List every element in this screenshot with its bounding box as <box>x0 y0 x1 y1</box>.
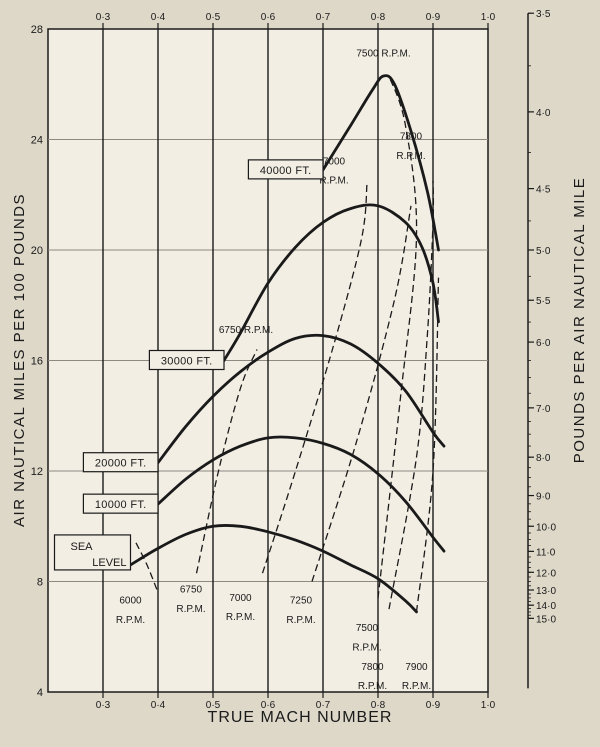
right-axis-tick-label: 11·0 <box>536 547 556 558</box>
rpm-line <box>195 349 258 574</box>
rpm-annotation: R.P.M. <box>402 681 431 692</box>
rpm-annotation: R.P.M. <box>358 681 387 692</box>
x-tick-label-bottom: 0·4 <box>151 700 166 711</box>
rpm-line <box>388 180 435 610</box>
right-axis-tick-label: 9·0 <box>536 492 551 503</box>
rpm-annotation: R.P.M. <box>226 612 255 623</box>
rpm-line <box>377 75 418 599</box>
y-tick-label: 20 <box>31 245 43 257</box>
right-axis-label: POUNDS PER AIR NAUTICAL MILE <box>571 177 588 464</box>
rpm-annotation: 7500 R.P.M. <box>356 49 410 60</box>
altitude-label-box <box>247 159 324 180</box>
right-axis-tick-label: 7·0 <box>536 404 551 415</box>
altitude-curve <box>156 435 446 553</box>
x-axis-label: TRUE MACH NUMBER <box>208 709 393 726</box>
rpm-annotation: R.P.M. <box>319 176 348 187</box>
y-tick-label: 16 <box>31 356 43 368</box>
rpm-annotation: R.P.M. <box>396 151 425 162</box>
altitude-label: LEVEL <box>92 557 126 569</box>
right-axis-tick-label: 5·5 <box>536 296 551 307</box>
right-axis-tick-label: 8·0 <box>536 453 551 464</box>
x-tick-label-bottom: 0·5 <box>206 700 221 711</box>
altitude-label-box <box>82 493 159 514</box>
y-axis-label: AIR NAUTICAL MILES PER 100 POUNDS <box>11 193 28 527</box>
right-axis-tick-label: 6·0 <box>536 338 551 349</box>
y-tick-label: 28 <box>31 24 43 36</box>
right-axis-tick-label: 15·0 <box>536 614 556 625</box>
altitude-curve <box>321 74 440 252</box>
y-tick-label: 4 <box>37 687 43 699</box>
altitude-curves-group <box>129 74 446 614</box>
rpm-annotation: 6750 R.P.M. <box>219 325 273 336</box>
rpm-line <box>135 542 159 593</box>
altitude-label: 30000 FT. <box>161 356 213 368</box>
altitude-label-box <box>148 349 225 371</box>
x-tick-label-top: 0·4 <box>151 12 166 23</box>
altitude-label-group: 40000 FT. 30000 FT. 20000 FT. 10000 FT. SEA L… <box>53 159 324 571</box>
right-axis-tick-label: 14·0 <box>536 601 556 612</box>
right-axis-tick-label: 10·0 <box>536 522 556 533</box>
altitude-label: SEA <box>71 541 94 553</box>
rpm-line <box>261 183 368 574</box>
rpm-annotation: 7900 <box>405 662 428 673</box>
y-tick-group: 4 8 12 16 20 24 28 <box>31 24 43 699</box>
x-tick-group: 0·3 0·3 0·4 0·4 0·5 0·5 0·6 0·6 0·7 0·7 0·8 0·8 0·9 0… <box>96 12 496 711</box>
x-tick-label-top: 1·0 <box>481 12 496 23</box>
rpm-annotation: R.P.M. <box>176 604 205 615</box>
x-tick-label-top: 0·9 <box>426 12 441 23</box>
altitude-label: 10000 FT. <box>95 499 147 511</box>
x-tick-label-bottom: 0·8 <box>371 700 386 711</box>
rpm-line <box>311 205 412 582</box>
y-tick-label: 12 <box>31 466 43 478</box>
annotation-group: 7500 R.P.M. 7800 R.P.M. 7000 R.P.M. 6750 R.P.… <box>116 49 431 693</box>
altitude-label: 20000 FT. <box>95 458 147 470</box>
x-tick-label-top: 0·6 <box>261 12 276 23</box>
right-axis-tick-label: 4·0 <box>536 108 551 119</box>
rpm-annotation: 6000 <box>119 596 142 607</box>
x-tick-label-bottom: 0·9 <box>426 700 441 711</box>
right-axis-group: 3·5 4·0 4·5 5·0 5·5 6·0 7·0 8·0 9·0 10·0 11·0 12·0 1… <box>527 9 556 689</box>
x-tick-label-bottom: 0·6 <box>261 700 276 711</box>
rpm-annotation: R.P.M. <box>352 643 381 654</box>
rpm-annotation: 7000 <box>229 593 252 604</box>
altitude-curve <box>222 203 440 362</box>
rpm-annotation: 7250 <box>290 596 313 607</box>
x-tick-label-top: 0·3 <box>96 12 111 23</box>
altitude-curve <box>156 333 446 465</box>
rpm-annotation: R.P.M. <box>116 615 145 626</box>
altitude-label: 40000 FT. <box>260 165 312 177</box>
rpm-annotation: 7800 <box>361 662 384 673</box>
right-axis-tick-label: 12·0 <box>536 568 556 579</box>
y-tick-label: 24 <box>31 135 43 147</box>
rpm-annotation: 7500 <box>356 623 379 634</box>
right-axis-tick-label: 13·0 <box>536 586 556 597</box>
y-tick-label: 8 <box>37 577 43 589</box>
altitude-label-box <box>82 452 159 473</box>
right-axis-tick-label: 5·0 <box>536 246 551 257</box>
right-axis-tick-label: 3·5 <box>536 9 551 20</box>
rpm-annotation: 7800 <box>400 132 423 143</box>
altitude-curve <box>129 524 418 614</box>
rpm-annotation: 7000 <box>323 156 346 167</box>
x-tick-label-bottom: 0·3 <box>96 700 111 711</box>
right-axis-tick-label: 4·5 <box>536 185 551 196</box>
x-tick-label-bottom: 1·0 <box>481 700 496 711</box>
rpm-annotation: R.P.M. <box>286 615 315 626</box>
rpm-annotation: 6750 <box>180 585 203 596</box>
x-tick-label-bottom: 0·7 <box>316 700 331 711</box>
x-tick-label-top: 0·7 <box>316 12 331 23</box>
altitude-label-box <box>53 534 132 571</box>
x-tick-label-top: 0·8 <box>371 12 386 23</box>
x-tick-label-top: 0·5 <box>206 12 221 23</box>
